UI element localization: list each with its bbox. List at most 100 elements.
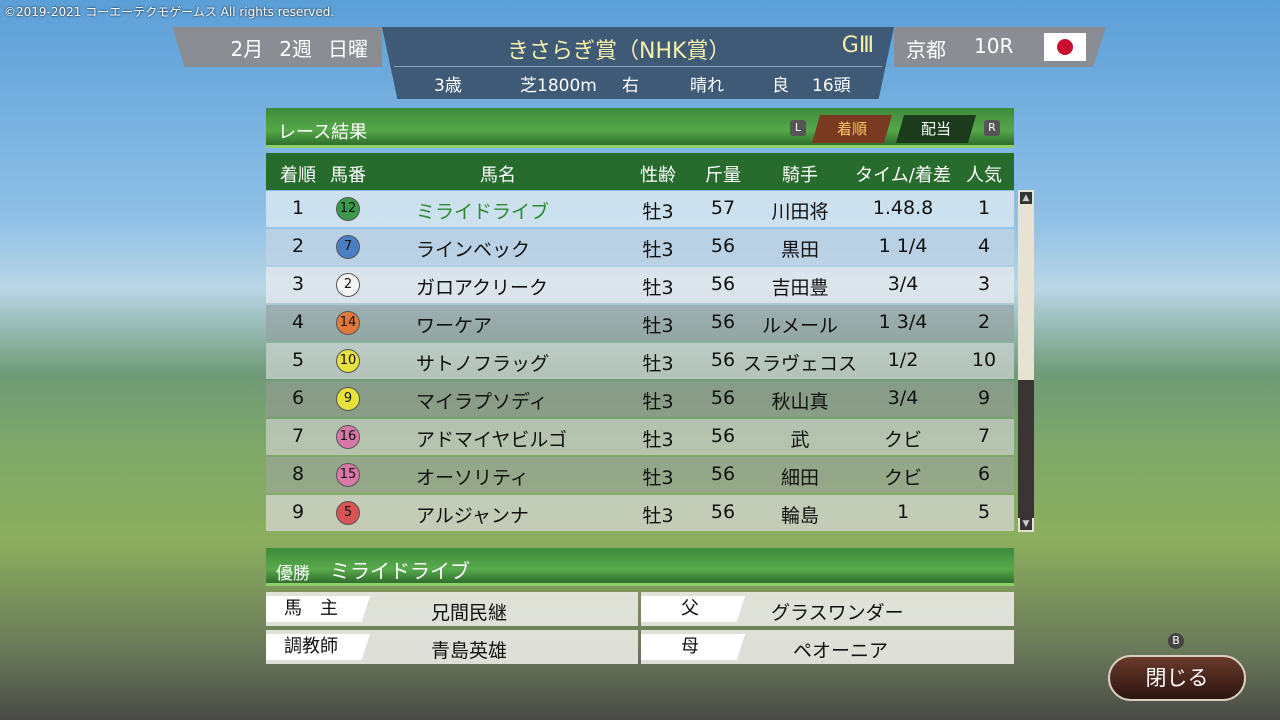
horse-number-badge: 14 [336, 311, 360, 335]
sex-age: 牡3 [642, 353, 674, 375]
jockey: スラヴェコス [742, 353, 858, 375]
time-margin: 3/4 [887, 387, 919, 409]
venue: 京都 [906, 38, 946, 62]
popularity: 7 [977, 425, 991, 447]
sex-age: 牡3 [642, 201, 674, 223]
tab-finish-order[interactable]: 着順 [812, 115, 892, 143]
sire-label: 父 [641, 596, 745, 622]
horse-number-badge: 12 [336, 197, 360, 221]
race-ground: 良 [772, 76, 789, 96]
header-time: タイム/着差 [855, 165, 951, 186]
sex-age: 牡3 [642, 315, 674, 337]
horse-name: ラインベック [416, 239, 531, 261]
scroll-down-icon[interactable]: ▼ [1020, 518, 1032, 530]
horse-number-badge: 15 [336, 463, 360, 487]
l-button-icon[interactable]: L [790, 120, 806, 136]
table-row[interactable]: 6 9 マイラプソディ 牡3 56 秋山真 3/4 9 [266, 381, 1014, 417]
header-jockey: 騎手 [782, 165, 818, 186]
rank: 1 [291, 197, 305, 219]
sex-age: 牡3 [642, 505, 674, 527]
weight: 56 [710, 273, 736, 295]
owner-value: 兄間民継 [431, 602, 508, 624]
sex-age: 牡3 [642, 467, 674, 489]
month: 2月 [230, 36, 264, 61]
time-margin: 1 1/4 [878, 235, 928, 257]
horse-name: マイラプソディ [416, 391, 548, 413]
trainer-value: 青島英雄 [431, 640, 508, 662]
popularity: 10 [971, 349, 997, 371]
weight: 56 [710, 501, 736, 523]
table-row[interactable]: 3 2 ガロアクリーク 牡3 56 吉田豊 3/4 3 [266, 267, 1014, 303]
sex-age: 牡3 [642, 277, 674, 299]
tab-payout[interactable]: 配当 [896, 115, 976, 143]
race-number: 10R [974, 34, 1014, 58]
race-course: 芝1800m [520, 76, 597, 96]
table-row[interactable]: 9 5 アルジャンナ 牡3 56 輪島 1 5 [266, 495, 1014, 531]
weight: 56 [710, 311, 736, 333]
rank: 9 [291, 501, 305, 523]
popularity: 3 [977, 273, 991, 295]
rank: 3 [291, 273, 305, 295]
jockey: 細田 [780, 467, 820, 489]
r-button-icon[interactable]: R [984, 120, 1000, 136]
owner-cell: 馬 主 兄間民継 [266, 592, 638, 626]
time-margin: 1 3/4 [878, 311, 928, 333]
table-row[interactable]: 8 15 オーソリティ 牡3 56 細田 クビ 6 [266, 457, 1014, 493]
weight: 56 [710, 235, 736, 257]
week: 2週 [279, 36, 312, 61]
sex-age: 牡3 [642, 429, 674, 451]
trainer-cell: 調教師 青島英雄 [266, 630, 638, 664]
sire-cell: 父 グラスワンダー [641, 592, 1014, 626]
sex-age: 牡3 [642, 239, 674, 261]
horse-name: サトノフラッグ [416, 353, 550, 375]
table-row[interactable]: 7 16 アドマイヤビルゴ 牡3 56 武 クビ 7 [266, 419, 1014, 455]
table-row[interactable]: 5 10 サトノフラッグ 牡3 56 スラヴェコス 1/2 10 [266, 343, 1014, 379]
horse-name: アルジャンナ [416, 505, 529, 527]
horse-number-badge: 16 [336, 425, 360, 449]
dam-label: 母 [641, 634, 745, 660]
table-row[interactable]: 4 14 ワーケア 牡3 56 ルメール 1 3/4 2 [266, 305, 1014, 341]
table-row[interactable]: 2 7 ラインベック 牡3 56 黒田 1 1/4 4 [266, 229, 1014, 265]
horse-number-badge: 9 [336, 387, 360, 411]
popularity: 4 [977, 235, 991, 257]
time-margin: クビ [883, 429, 923, 451]
race-name: きさらぎ賞（NHK賞） [507, 39, 731, 64]
rank: 6 [291, 387, 305, 409]
scroll-thumb[interactable] [1018, 380, 1034, 518]
popularity: 6 [977, 463, 991, 485]
jockey: 秋山真 [771, 391, 829, 413]
rank: 5 [291, 349, 305, 371]
jockey: 吉田豊 [771, 277, 829, 299]
rank: 2 [291, 235, 305, 257]
horse-number-badge: 10 [336, 349, 360, 373]
table-row[interactable]: 1 12 ミライドライブ 牡3 57 川田将 1.48.8 1 [266, 191, 1014, 227]
header-number: 馬番 [330, 165, 366, 186]
time-margin: 3/4 [887, 273, 919, 295]
time-margin: 1.48.8 [872, 197, 934, 219]
horse-number-badge: 5 [336, 501, 360, 525]
dam-cell: 母 ペオーニア [641, 630, 1014, 664]
winner-label: 優勝 [276, 564, 310, 584]
close-button[interactable]: 閉じる [1108, 655, 1246, 701]
popularity: 1 [977, 197, 991, 219]
jockey: ルメール [761, 315, 839, 337]
horse-name: オーソリティ [416, 467, 529, 489]
sire-value: グラスワンダー [771, 602, 904, 624]
panel-title: レース結果 [278, 122, 368, 143]
rank: 7 [291, 425, 305, 447]
scrollbar[interactable]: ▲ ▼ [1018, 190, 1034, 532]
time-margin: クビ [883, 467, 923, 489]
race-runners: 16頭 [812, 76, 851, 96]
table-header: 着順 馬番 馬名 性齢 斤量 騎手 タイム/着差 人気 [266, 153, 1014, 190]
japan-flag-icon [1044, 33, 1086, 61]
sex-age: 牡3 [642, 391, 674, 413]
horse-name: アドマイヤビルゴ [416, 429, 568, 451]
horse-name: ワーケア [416, 315, 493, 337]
results-panel-header: レース結果 L 着順 配当 R [266, 108, 1014, 148]
jockey: 輪島 [780, 505, 820, 527]
weight: 56 [710, 387, 736, 409]
scroll-up-icon[interactable]: ▲ [1020, 192, 1032, 204]
race-date: 2月 2週 日曜 [172, 27, 382, 67]
winner-header: 優勝 ミライドライブ [266, 548, 1014, 586]
dam-value: ペオーニア [793, 640, 889, 662]
